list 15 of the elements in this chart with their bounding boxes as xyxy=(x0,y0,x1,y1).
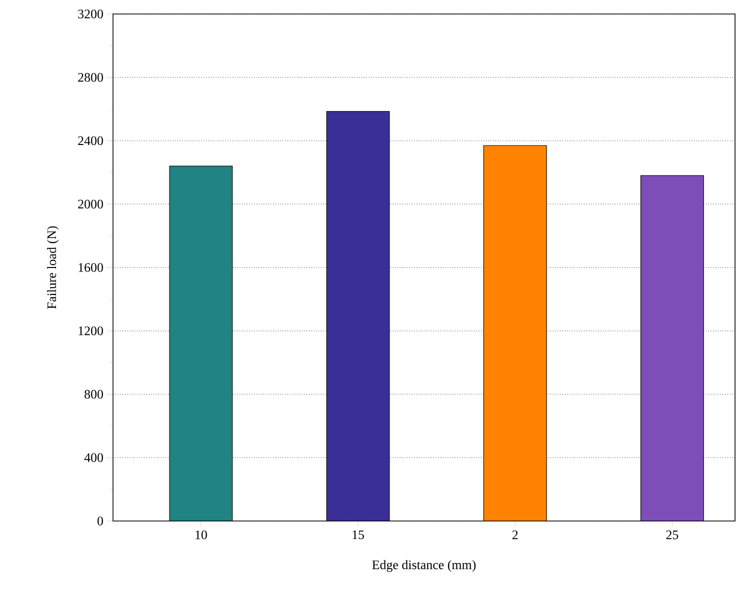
x-tick-label: 10 xyxy=(196,530,207,540)
x-tick-label: 25 xyxy=(666,530,678,540)
y-axis-title: Failure load (N) xyxy=(47,226,59,309)
y-tick-label: 1200 xyxy=(78,326,103,336)
x-axis-title: Edge distance (mm) xyxy=(372,560,476,572)
y-tick-label: 2800 xyxy=(78,72,103,82)
x-tick-label: 15 xyxy=(352,530,364,540)
y-tick-label: 400 xyxy=(84,453,103,462)
x-tick-label: 2 xyxy=(512,530,518,540)
y-tick-label: 2000 xyxy=(78,200,103,208)
y-tick-label: 0 xyxy=(98,516,103,526)
y-tick-label: 800 xyxy=(84,390,103,399)
y-tick-label: 2400 xyxy=(78,136,103,146)
y-tick-label: 1600 xyxy=(78,263,103,272)
y-tick-label: 3200 xyxy=(78,10,103,18)
